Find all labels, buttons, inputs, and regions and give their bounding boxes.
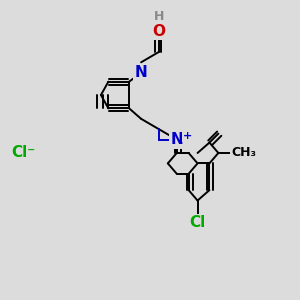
Text: O: O [152,24,165,39]
Text: Cl⁻: Cl⁻ [12,146,36,160]
Text: Cl: Cl [189,215,206,230]
Text: +: + [183,131,192,141]
Text: N: N [170,132,183,147]
Text: N: N [135,65,148,80]
Text: H: H [154,10,164,23]
Text: CH₃: CH₃ [232,146,257,160]
